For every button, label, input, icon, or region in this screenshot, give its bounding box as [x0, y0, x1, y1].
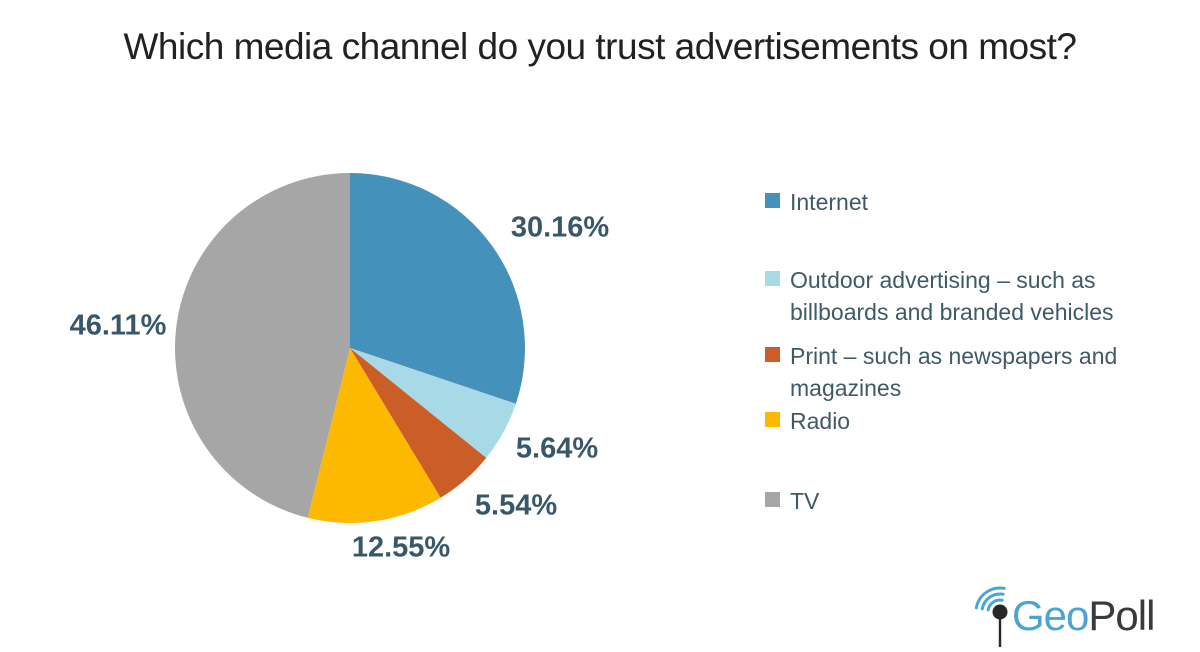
logo-poll-text: Poll: [1088, 592, 1155, 639]
pie-slice-tv: [174, 173, 350, 518]
pie-slice-internet: [350, 173, 525, 404]
legend-item-radio: Radio: [765, 405, 1137, 437]
legend-swatch-radio: [765, 412, 780, 427]
legend-label-radio: Radio: [790, 408, 851, 434]
slice-label-tv: 46.11%: [69, 309, 167, 342]
legend-label-outdoor: Outdoor advertising – such as billboards…: [790, 267, 1114, 325]
legend-swatch-tv: [765, 492, 780, 507]
slice-label-internet: 30.16%: [510, 211, 610, 244]
legend-swatch-print: [765, 347, 780, 362]
slice-label-outdoor: 5.64%: [515, 432, 599, 465]
geopoll-pin-icon: [974, 586, 1008, 647]
geopoll-wordmark: GeoPoll: [1012, 592, 1155, 639]
logo-geo-text: Geo: [1012, 592, 1089, 639]
legend-swatch-internet: [765, 193, 780, 208]
pie-slice-outdoor: [350, 348, 516, 458]
geopoll-logo: GeoPoll: [968, 575, 1180, 652]
legend-item-internet: Internet: [765, 186, 1137, 218]
legend-item-tv: TV: [765, 485, 1137, 517]
legend-label-tv: TV: [790, 488, 820, 514]
legend-item-print: Print – such as newspapers and magazines: [765, 340, 1137, 404]
legend-item-outdoor: Outdoor advertising – such as billboards…: [765, 264, 1137, 328]
slice-label-radio: 12.55%: [351, 531, 451, 564]
legend-label-internet: Internet: [790, 189, 868, 215]
legend-swatch-outdoor: [765, 271, 780, 286]
pie-slice-radio: [307, 348, 441, 524]
slice-label-print: 5.54%: [474, 489, 558, 522]
chart-title: Which media channel do you trust adverti…: [123, 26, 1078, 67]
pie-slice-print: [350, 348, 487, 498]
legend-label-print: Print – such as newspapers and magazines: [790, 343, 1118, 401]
